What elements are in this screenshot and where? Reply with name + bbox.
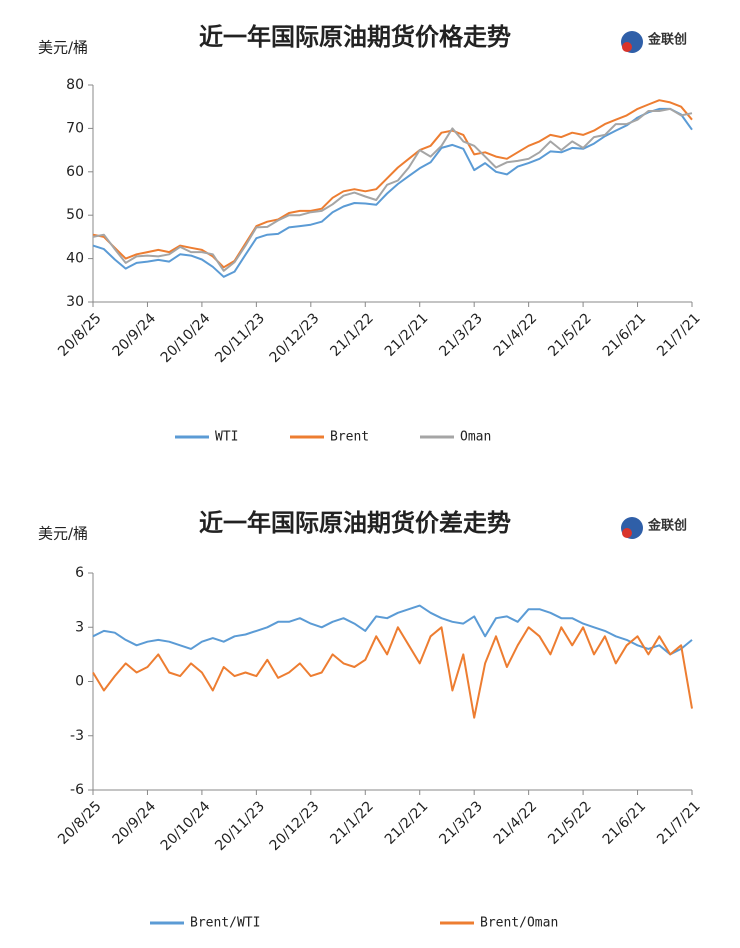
x-tick-label: 21/2/21	[382, 310, 431, 359]
y-tick-label: 70	[66, 120, 84, 136]
y-tick-label: -3	[70, 728, 84, 744]
series-line	[92, 99, 693, 269]
x-tick-label: 21/7/21	[654, 798, 703, 847]
x-tick-label: 20/10/24	[158, 798, 214, 854]
legend-label: WTI	[215, 430, 238, 445]
chart-title: 近一年国际原油期货价差走势	[199, 509, 511, 537]
y-tick-label: 3	[75, 619, 84, 635]
series-line	[92, 604, 693, 656]
logo-text: 金联创	[647, 32, 687, 48]
x-tick-label: 21/3/23	[436, 310, 485, 359]
chart-title: 近一年国际原油期货价格走势	[199, 23, 511, 51]
y-tick-label: 0	[75, 674, 84, 690]
x-tick-label: 20/12/23	[267, 798, 323, 854]
y-tick-label: 80	[66, 77, 84, 93]
x-tick-label: 20/11/23	[212, 798, 268, 854]
logo-icon-dot	[622, 42, 632, 52]
y-tick-label: 40	[66, 251, 84, 267]
legend-label: Oman	[460, 430, 491, 445]
x-tick-label: 21/2/21	[382, 798, 431, 847]
x-tick-label: 21/4/22	[491, 310, 540, 359]
x-tick-label: 20/9/24	[110, 798, 160, 848]
x-tick-label: 21/1/22	[327, 310, 376, 359]
x-tick-label: 21/7/21	[654, 310, 703, 359]
y-tick-label: 50	[66, 207, 84, 223]
x-tick-label: 20/11/23	[212, 310, 268, 366]
y-tick-label: 6	[75, 565, 84, 581]
y-axis-label: 美元/桶	[38, 39, 88, 57]
series-line	[92, 107, 693, 272]
legend-label: Brent/Oman	[480, 916, 558, 931]
x-tick-label: 21/4/22	[491, 798, 540, 847]
y-axis-label: 美元/桶	[38, 525, 88, 543]
y-tick-label: 60	[66, 164, 84, 180]
x-tick-label: 20/9/24	[110, 310, 160, 360]
logo-text: 金联创	[647, 518, 687, 534]
x-tick-label: 21/6/21	[600, 798, 649, 847]
series-line	[92, 626, 693, 719]
series-line	[92, 107, 693, 278]
legend-label: Brent	[330, 430, 369, 445]
y-tick-label: -6	[70, 782, 84, 798]
x-tick-label: 21/1/22	[327, 798, 376, 847]
x-tick-label: 20/8/25	[55, 798, 104, 847]
x-tick-label: 21/5/22	[545, 310, 594, 359]
x-tick-label: 21/5/22	[545, 798, 594, 847]
x-tick-label: 20/12/23	[267, 310, 323, 366]
x-tick-label: 21/3/23	[436, 798, 485, 847]
legend-label: Brent/WTI	[190, 916, 260, 931]
x-tick-label: 20/10/24	[158, 310, 214, 366]
x-tick-label: 20/8/25	[55, 310, 104, 359]
x-tick-label: 21/6/21	[600, 310, 649, 359]
y-tick-label: 30	[66, 294, 84, 310]
logo-icon-dot	[622, 528, 632, 538]
